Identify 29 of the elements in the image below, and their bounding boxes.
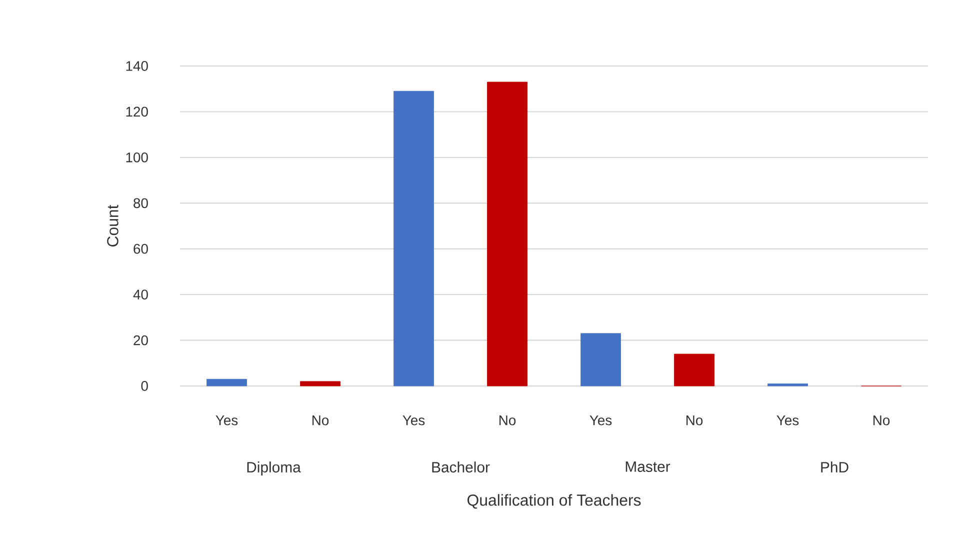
x-tick-label: Yes	[216, 416, 238, 426]
y-tick-label: 140	[126, 61, 148, 71]
text: Bachelor	[432, 462, 490, 472]
y-tick-label: 80	[134, 198, 148, 208]
text: PhD	[821, 462, 848, 472]
bar	[580, 333, 621, 386]
x-tick-label: Yes	[590, 416, 612, 426]
bar	[206, 378, 247, 386]
text: Diploma	[247, 462, 301, 476]
bar	[394, 90, 434, 386]
x-tick-label: Yes	[402, 416, 425, 426]
x-tick-label: No	[499, 416, 516, 426]
bar	[487, 82, 528, 386]
y-tick-label: 0	[141, 381, 148, 391]
bar	[300, 381, 340, 386]
y-tick-label: 20	[134, 335, 148, 346]
y-axis-title: Count	[107, 204, 118, 246]
x-tick-label: Yes	[776, 416, 799, 426]
x-tick-label: No	[686, 416, 703, 426]
text: Master	[626, 462, 670, 472]
x-axis-title: Qualification of Teachers	[467, 494, 641, 509]
y-tick-label: 120	[126, 106, 148, 117]
y-tick-label: 60	[134, 244, 148, 254]
x-tick-label: No	[312, 416, 329, 426]
bar	[674, 354, 714, 386]
bar	[768, 384, 808, 386]
y-tick-label: 100	[126, 152, 148, 162]
x-tick-label: No	[873, 416, 890, 426]
y-tick-label: 40	[133, 290, 148, 300]
